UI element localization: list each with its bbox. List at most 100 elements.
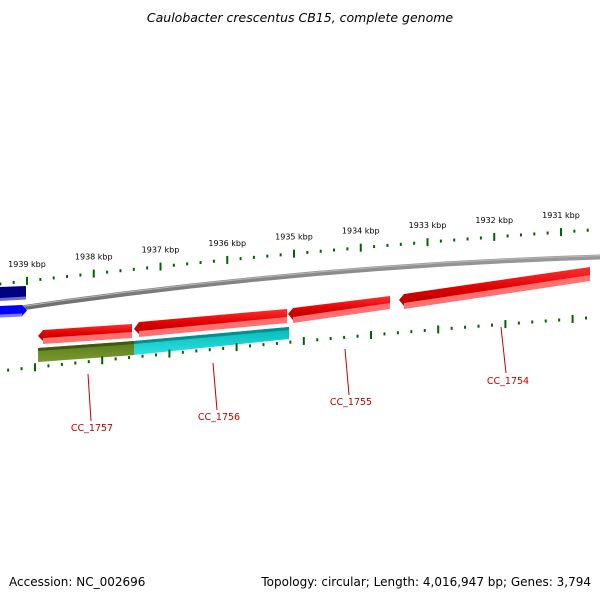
minor-tick	[410, 330, 413, 334]
major-tick	[426, 238, 429, 247]
minor-tick	[399, 242, 402, 246]
major-tick	[26, 276, 28, 285]
minor-tick	[306, 250, 309, 254]
minor-tick	[172, 263, 175, 267]
gene-label-cc-1754[interactable]: CC_1754	[487, 376, 529, 387]
minor-tick	[450, 326, 453, 330]
minor-tick	[533, 232, 536, 236]
minor-tick	[573, 229, 576, 233]
minor-tick	[249, 344, 252, 348]
scale-labels: 1939 kbp 1938 kbp 1937 kbp 1936 kbp 1935 kbp…	[8, 211, 580, 269]
minor-tick	[212, 259, 215, 263]
minor-tick	[279, 253, 282, 257]
major-tick	[293, 249, 295, 258]
major-tick	[302, 336, 305, 345]
outer-feature-blue[interactable]	[0, 305, 27, 318]
minor-tick	[195, 349, 198, 353]
minor-tick	[60, 362, 63, 366]
tick-label: 1937 kbp	[142, 246, 180, 255]
summary-text: Topology: circular; Length: 4,016,947 bp…	[260, 575, 591, 589]
minor-tick	[386, 243, 389, 247]
major-tick	[504, 320, 507, 329]
tick-label: 1931 kbp	[542, 211, 580, 220]
minor-tick	[546, 231, 549, 235]
genome-backbone	[0, 254, 600, 314]
minor-tick	[106, 270, 109, 274]
minor-tick	[39, 277, 42, 281]
gene-label-cc-1756[interactable]: CC_1756	[198, 412, 240, 423]
minor-tick	[373, 245, 376, 249]
minor-tick	[181, 350, 184, 354]
major-tick	[159, 262, 162, 271]
outer-feature-navy[interactable]	[0, 286, 26, 301]
major-tick	[92, 269, 95, 278]
minor-tick	[12, 280, 15, 284]
major-tick	[168, 349, 171, 358]
gene-cc-1756-arrow[interactable]	[134, 309, 287, 337]
major-tick	[359, 243, 362, 252]
tick-label: 1935 kbp	[275, 233, 313, 242]
minor-tick	[479, 236, 482, 240]
minor-tick	[79, 273, 82, 277]
minor-tick	[222, 346, 225, 350]
minor-tick	[585, 316, 588, 320]
outer-scale	[0, 228, 589, 286]
gene-cc-1757-arrow[interactable]	[38, 324, 132, 344]
tick-label: 1939 kbp	[8, 260, 46, 269]
minor-tick	[464, 325, 467, 329]
minor-tick	[0, 282, 2, 286]
major-tick	[101, 356, 104, 365]
minor-tick	[87, 360, 90, 364]
minor-tick	[519, 233, 522, 237]
minor-tick	[146, 266, 149, 270]
cds-feature-cyan[interactable]	[134, 327, 289, 355]
minor-tick	[186, 262, 189, 266]
minor-tick	[346, 247, 349, 251]
minor-tick	[319, 249, 322, 253]
minor-tick	[333, 248, 336, 252]
tick-label: 1938 kbp	[75, 253, 113, 262]
major-tick	[560, 228, 562, 237]
tick-label: 1936 kbp	[208, 239, 246, 248]
minor-tick	[506, 234, 509, 238]
minor-tick	[383, 332, 386, 336]
minor-tick	[52, 276, 55, 280]
gene-cc-1754-arrow[interactable]	[399, 267, 590, 309]
minor-tick	[586, 228, 589, 232]
gene-label-cc-1757[interactable]: CC_1757	[71, 423, 113, 434]
minor-tick	[208, 348, 211, 352]
major-tick	[437, 325, 440, 334]
minor-tick	[66, 274, 69, 278]
tick-label: 1933 kbp	[409, 221, 447, 230]
minor-tick	[114, 357, 117, 361]
accession-text: Accession: NC_002696	[9, 575, 145, 589]
major-tick	[571, 314, 574, 323]
minor-tick	[266, 254, 269, 258]
minor-tick	[423, 329, 426, 333]
minor-tick	[531, 320, 534, 324]
minor-tick	[329, 337, 332, 341]
minor-tick	[154, 353, 157, 357]
minor-tick	[356, 334, 359, 338]
minor-tick	[477, 324, 480, 328]
minor-tick	[466, 237, 469, 241]
minor-tick	[544, 319, 547, 323]
minor-tick	[517, 321, 520, 325]
minor-tick	[7, 368, 10, 372]
minor-tick	[289, 340, 292, 344]
major-tick	[34, 363, 36, 372]
map-title: Caulobacter crescentus CB15, complete ge…	[147, 10, 453, 25]
label-leaders	[87, 326, 507, 422]
gene-label-cc-1755[interactable]: CC_1755	[330, 397, 372, 408]
minor-tick	[47, 364, 50, 368]
minor-tick	[413, 241, 416, 245]
tick-label: 1934 kbp	[342, 227, 380, 236]
minor-tick	[20, 367, 23, 371]
minor-tick	[132, 267, 135, 271]
cds-feature-olive[interactable]	[38, 341, 134, 362]
minor-tick	[275, 341, 278, 345]
gene-cc-1755-arrow[interactable]	[288, 296, 390, 323]
minor-tick	[439, 239, 442, 243]
minor-tick	[558, 318, 561, 322]
